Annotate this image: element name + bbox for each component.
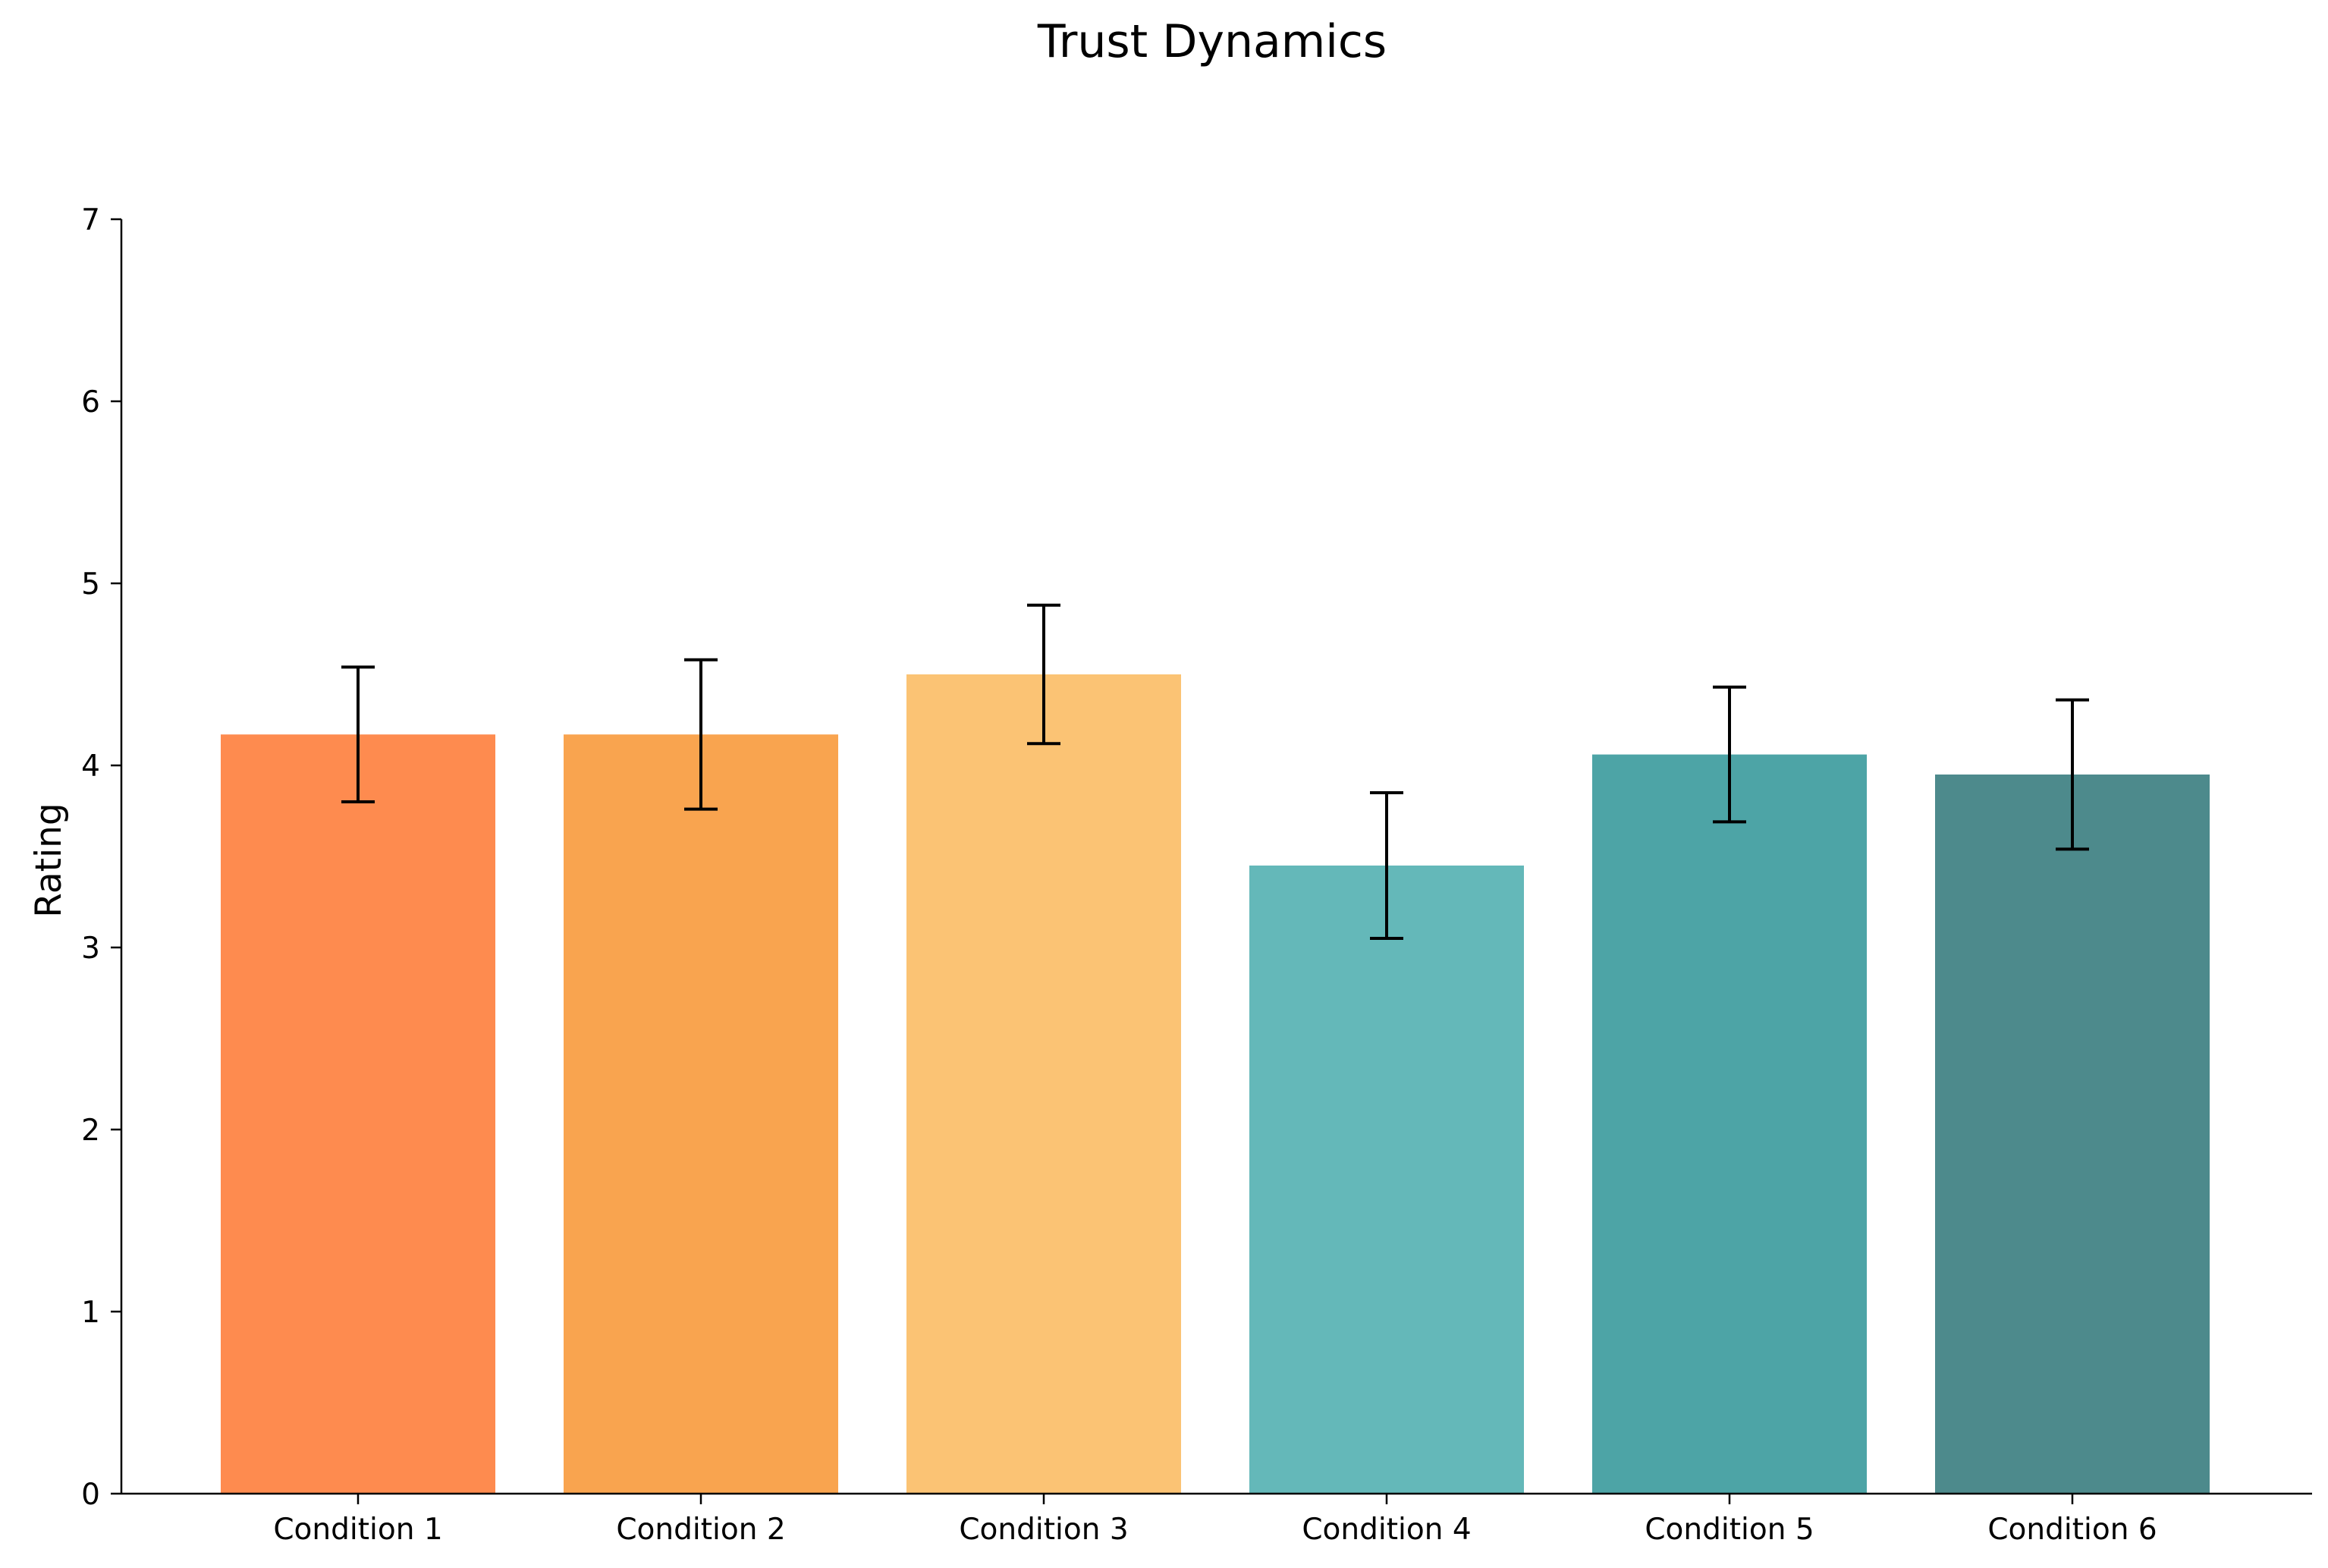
bar-6 [1935,775,2210,1494]
y-tick-label-1: 1 [81,1296,100,1330]
y-axis-label: Rating [28,803,70,918]
x-tick-label-6: Condition 6 [1987,1513,2157,1547]
x-tick-label-3: Condition 3 [959,1513,1128,1547]
bar-2 [564,734,838,1494]
bar-4 [1249,866,1524,1494]
bar-5 [1592,754,1867,1494]
x-tick-label-1: Condition 1 [273,1513,442,1547]
y-tick-label-6: 6 [81,385,100,419]
y-tick-label-0: 0 [81,1478,100,1512]
x-tick-label-2: Condition 2 [616,1513,785,1547]
bar-1 [221,734,495,1494]
y-tick-label-4: 4 [81,749,100,784]
bar-3 [906,674,1181,1494]
error-bars-group [341,603,2089,940]
x-tick-label-5: Condition 5 [1645,1513,1814,1547]
y-tick-label-5: 5 [81,567,100,602]
x-tick-label-4: Condition 4 [1302,1513,1471,1547]
y-tick-label-3: 3 [81,932,100,966]
x-axis-ticks: Condition 1 Condition 2 Condition 3 Conditi… [273,1494,2157,1547]
y-tick-label-2: 2 [81,1114,100,1148]
chart-title: Trust Dynamics [1037,15,1387,68]
bars-group [221,674,2210,1494]
y-axis-ticks: 0 1 2 3 4 5 6 7 [81,203,121,1512]
y-tick-label-7: 7 [81,203,100,237]
